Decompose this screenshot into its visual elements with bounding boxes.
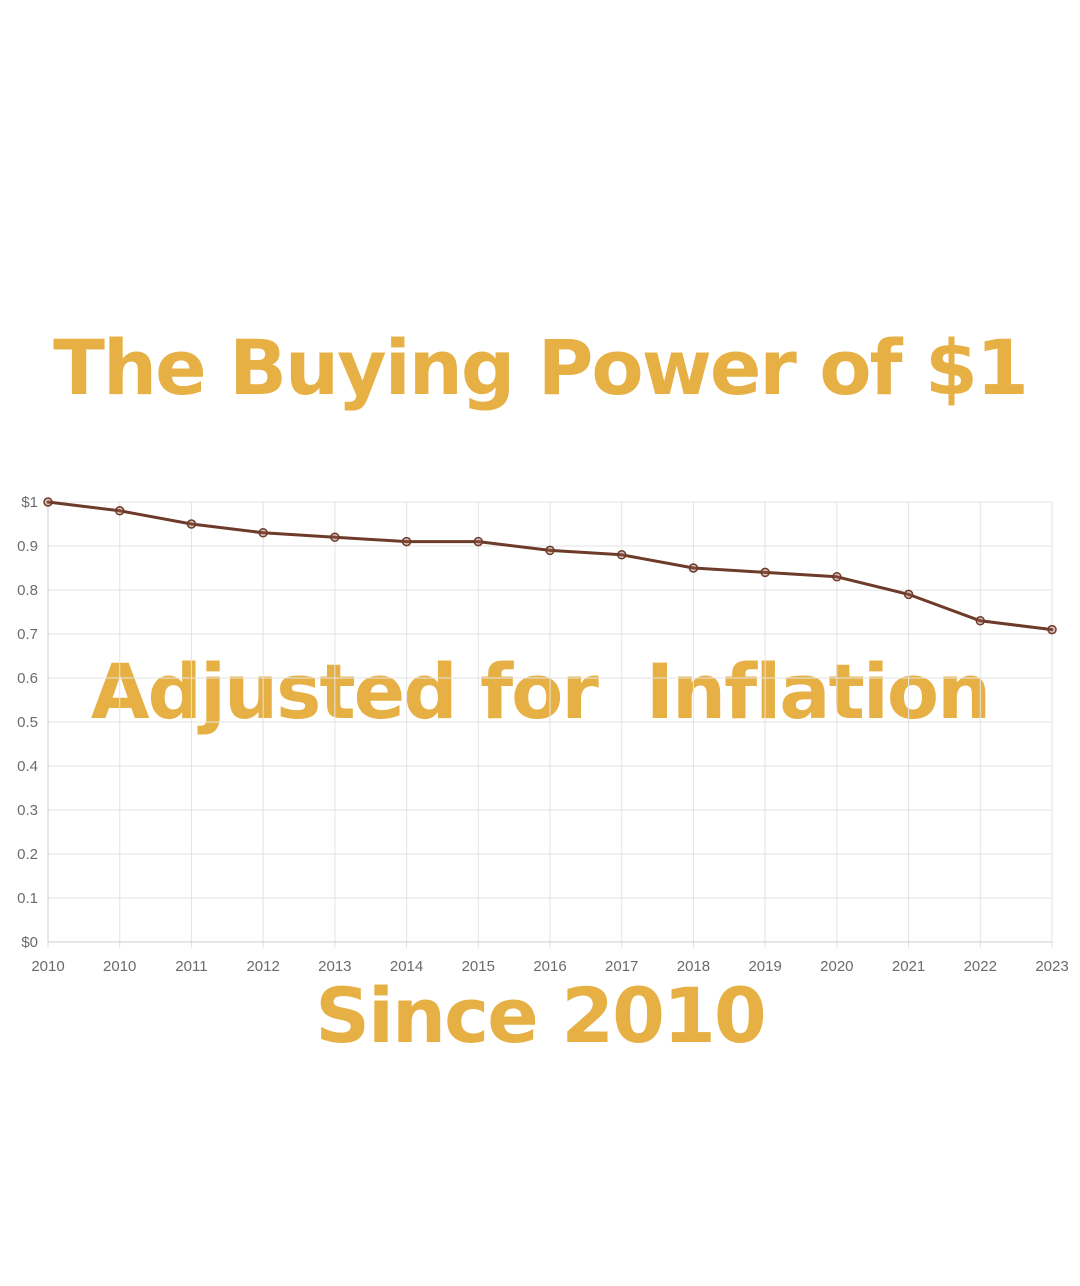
data-point xyxy=(903,589,914,600)
x-tick-label: 2010 xyxy=(31,958,64,975)
x-tick-label: 2022 xyxy=(964,958,997,975)
y-tick-label: 0.3 xyxy=(17,802,38,819)
x-tick-label: 2016 xyxy=(533,958,566,975)
axes xyxy=(47,502,1052,943)
x-tick-label: 2021 xyxy=(892,958,925,975)
data-point xyxy=(1047,624,1057,635)
x-tick-label: 2023 xyxy=(1035,958,1068,975)
x-tick-label: 2020 xyxy=(820,958,853,975)
data-point xyxy=(330,532,340,542)
y-tick-label: $1 xyxy=(21,494,38,511)
series xyxy=(43,497,1057,635)
title-line-3: Since 2010 xyxy=(315,971,766,1060)
y-tick-label: 0.4 xyxy=(17,758,38,775)
infographic: The Buying Power of $1 Adjusted for Infl… xyxy=(17,323,1069,1060)
y-tick-label: 0.2 xyxy=(17,846,38,863)
data-point xyxy=(401,536,412,547)
x-tick-label: 2019 xyxy=(748,958,781,975)
x-tick-label: 2018 xyxy=(677,958,710,975)
x-tick-label: 2011 xyxy=(175,958,207,975)
y-tick-label: 0.1 xyxy=(17,890,38,907)
data-point xyxy=(186,519,197,529)
x-tick-label: 2013 xyxy=(318,958,351,975)
y-tick-label: $0 xyxy=(21,934,38,951)
data-point xyxy=(832,572,842,582)
data-point xyxy=(545,545,555,556)
y-tick-label: 0.5 xyxy=(17,714,38,731)
title-line-2: Adjusted for Inflation xyxy=(90,647,992,736)
x-tick-label: 2015 xyxy=(462,958,495,975)
grid xyxy=(47,501,1053,948)
y-tick-label: 0.6 xyxy=(17,670,38,687)
y-tick-label: 0.8 xyxy=(17,582,38,599)
data-point xyxy=(114,506,125,516)
y-tick-label: 0.7 xyxy=(17,626,38,643)
data-point xyxy=(473,536,484,547)
x-tick-label: 2017 xyxy=(605,958,638,975)
x-tick-label: 2012 xyxy=(246,958,279,975)
x-tick-label: 2014 xyxy=(390,958,423,975)
data-point xyxy=(258,528,268,538)
data-point xyxy=(975,616,986,626)
data-point xyxy=(43,497,53,507)
title-line-1: The Buying Power of $1 xyxy=(53,323,1029,412)
line-chart: $1 0.9 0.8 0.7 0.6 0.5 0.4 0.3 0.2 0.1 $0 2010 2010 2… xyxy=(17,494,1069,975)
series-line xyxy=(46,500,1054,632)
data-point xyxy=(616,550,627,560)
tick-labels: $1 0.9 0.8 0.7 0.6 0.5 0.4 0.3 0.2 0.1 $0 2010 2010 2… xyxy=(17,494,1069,975)
data-point xyxy=(760,567,770,578)
data-point xyxy=(688,563,699,573)
x-tick-label: 2010 xyxy=(103,958,136,975)
y-tick-label: 0.9 xyxy=(17,538,38,555)
chart-title: The Buying Power of $1 Adjusted for Infl… xyxy=(0,98,1080,1286)
